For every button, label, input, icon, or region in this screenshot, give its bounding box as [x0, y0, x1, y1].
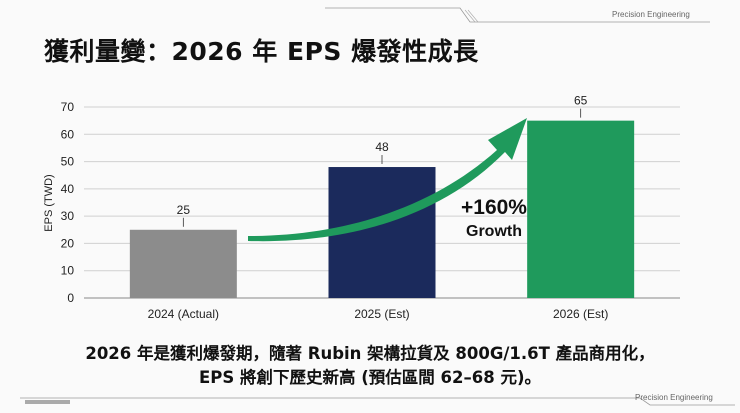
- bar-2024: [129, 229, 237, 298]
- data-label: 48: [375, 140, 389, 154]
- x-tick-label: 2025 (Est): [354, 307, 409, 321]
- x-tick-label: 2026 (Est): [553, 307, 608, 321]
- x-tick-label: 2024 (Actual): [148, 307, 219, 321]
- y-tick-label: 60: [61, 127, 75, 141]
- y-tick-label: 40: [61, 182, 75, 196]
- y-tick-label: 50: [61, 155, 75, 169]
- data-label: 25: [177, 203, 191, 217]
- caption-line-1: 2026 年是獲利爆發期，隨著 Rubin 架構拉貨及 800G/1.6T 產品…: [85, 344, 655, 363]
- growth-label: Growth: [466, 223, 522, 240]
- growth-arrow-icon: [248, 118, 527, 242]
- page-title: 獲利量變：2026 年 EPS 爆發性成長: [44, 37, 479, 66]
- y-tick-label: 10: [61, 264, 75, 278]
- y-tick-label: 20: [61, 236, 75, 250]
- caption-line-2: EPS 將創下歷史新高 (預估區間 62–68 元)。: [199, 368, 541, 387]
- y-axis-label: EPS (TWD): [43, 174, 55, 231]
- y-tick-label: 0: [67, 291, 74, 305]
- y-tick-label: 70: [61, 100, 75, 114]
- data-label: 65: [574, 94, 588, 108]
- y-tick-label: 30: [61, 209, 75, 223]
- brand-bottom: Precision Engineering: [635, 393, 713, 402]
- bar-2026: [527, 120, 635, 299]
- brand-top: Precision Engineering: [612, 10, 690, 19]
- growth-percent-label: +160%: [461, 196, 527, 219]
